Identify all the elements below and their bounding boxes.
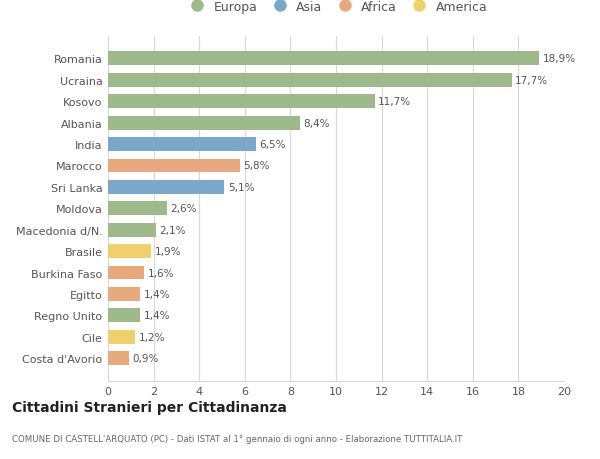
Bar <box>108 95 375 109</box>
Text: 1,9%: 1,9% <box>155 246 181 257</box>
Bar <box>108 202 167 216</box>
Text: 6,5%: 6,5% <box>260 140 286 150</box>
Bar <box>108 223 156 237</box>
Text: 8,4%: 8,4% <box>303 118 329 129</box>
Text: Cittadini Stranieri per Cittadinanza: Cittadini Stranieri per Cittadinanza <box>12 400 287 414</box>
Bar <box>108 309 140 323</box>
Bar <box>108 74 512 88</box>
Text: 0,9%: 0,9% <box>132 353 158 364</box>
Bar <box>108 117 299 130</box>
Text: 11,7%: 11,7% <box>378 97 412 107</box>
Text: 5,1%: 5,1% <box>228 183 254 192</box>
Bar <box>108 266 145 280</box>
Text: 17,7%: 17,7% <box>515 76 548 86</box>
Text: 1,2%: 1,2% <box>139 332 165 342</box>
Text: 1,6%: 1,6% <box>148 268 175 278</box>
Text: 18,9%: 18,9% <box>542 54 575 64</box>
Bar <box>108 159 240 173</box>
Text: 1,4%: 1,4% <box>143 289 170 299</box>
Bar <box>108 330 136 344</box>
Text: 1,4%: 1,4% <box>143 311 170 321</box>
Bar <box>108 352 128 365</box>
Text: 5,8%: 5,8% <box>244 161 270 171</box>
Bar <box>108 138 256 152</box>
Text: 2,1%: 2,1% <box>160 225 186 235</box>
Bar <box>108 180 224 195</box>
Bar <box>108 245 151 258</box>
Text: COMUNE DI CASTELL'ARQUATO (PC) - Dati ISTAT al 1° gennaio di ogni anno - Elabora: COMUNE DI CASTELL'ARQUATO (PC) - Dati IS… <box>12 434 463 442</box>
Bar <box>108 287 140 301</box>
Text: 2,6%: 2,6% <box>170 204 197 214</box>
Legend: Europa, Asia, Africa, America: Europa, Asia, Africa, America <box>182 0 490 16</box>
Bar <box>108 52 539 66</box>
